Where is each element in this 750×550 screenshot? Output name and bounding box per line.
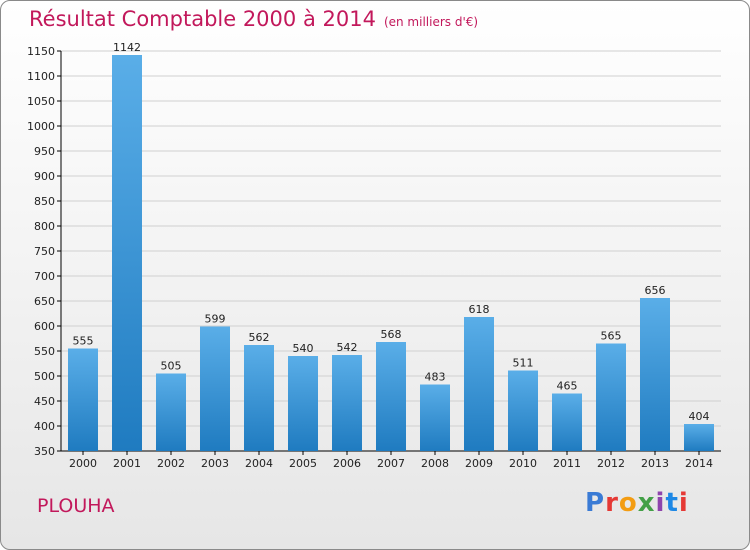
y-tick-label: 700 [34, 270, 55, 283]
bar [112, 55, 142, 451]
bar [508, 370, 538, 451]
bar [376, 342, 406, 451]
x-tick-label: 2006 [333, 457, 361, 470]
y-tick-label: 500 [34, 370, 55, 383]
y-tick-label: 550 [34, 345, 55, 358]
x-tick-label: 2001 [113, 457, 141, 470]
x-tick-label: 2012 [597, 457, 625, 470]
data-label: 505 [161, 360, 182, 373]
data-label: 465 [557, 380, 578, 393]
y-tick-label: 650 [34, 295, 55, 308]
y-tick-label: 850 [34, 195, 55, 208]
bar [640, 298, 670, 451]
data-label: 565 [601, 330, 622, 343]
x-tick-label: 2010 [509, 457, 537, 470]
bar [552, 393, 582, 451]
commune-name: PLOUHA [37, 495, 115, 517]
y-tick-label: 350 [34, 445, 55, 458]
logo-letter: t [665, 488, 679, 518]
bar [684, 424, 714, 451]
x-tick-label: 2005 [289, 457, 317, 470]
bar [596, 343, 626, 451]
y-tick-label: 1000 [27, 120, 55, 133]
y-tick-label: 400 [34, 420, 55, 433]
chart-subtitle: (en milliers d'€) [383, 15, 479, 29]
bar [332, 355, 362, 451]
data-label: 568 [381, 328, 402, 341]
logo-letter: r [605, 488, 619, 518]
proxiti-logo: Proxiti [585, 488, 689, 518]
data-label: 656 [645, 284, 666, 297]
bar [288, 356, 318, 451]
data-label: 562 [249, 331, 270, 344]
y-tick-label: 950 [34, 145, 55, 158]
x-tick-label: 2009 [465, 457, 493, 470]
bar [420, 384, 450, 451]
data-label: 540 [293, 342, 314, 355]
chart-title-block: Résultat Comptable 2000 à 2014 (en millie… [29, 7, 478, 31]
logo-letter: i [678, 488, 689, 518]
data-label: 511 [513, 357, 534, 370]
data-label: 404 [689, 410, 710, 423]
x-tick-label: 2004 [245, 457, 273, 470]
x-tick-label: 2008 [421, 457, 449, 470]
y-tick-label: 1050 [27, 95, 55, 108]
data-label: 555 [73, 335, 94, 348]
y-tick-label: 450 [34, 395, 55, 408]
data-label: 1142 [113, 41, 141, 54]
y-tick-label: 1100 [27, 70, 55, 83]
logo-letter: o [618, 488, 638, 518]
data-label: 599 [205, 313, 226, 326]
data-label: 483 [425, 371, 446, 384]
chart-title: Résultat Comptable 2000 à 2014 [29, 7, 376, 31]
x-tick-label: 2011 [553, 457, 581, 470]
logo-letter: x [637, 488, 656, 518]
bar [244, 345, 274, 451]
bar [68, 348, 98, 451]
logo-letter: i [655, 488, 666, 518]
data-label: 542 [337, 341, 358, 354]
bar [156, 373, 186, 451]
y-tick-label: 600 [34, 320, 55, 333]
bar [200, 326, 230, 451]
y-tick-label: 1150 [27, 45, 55, 58]
y-tick-label: 750 [34, 245, 55, 258]
bar [464, 317, 494, 451]
x-tick-label: 2000 [69, 457, 97, 470]
x-tick-label: 2014 [685, 457, 713, 470]
data-label: 618 [469, 303, 490, 316]
y-tick-label: 900 [34, 170, 55, 183]
x-tick-label: 2003 [201, 457, 229, 470]
x-tick-label: 2013 [641, 457, 669, 470]
y-tick-label: 800 [34, 220, 55, 233]
x-tick-label: 2007 [377, 457, 405, 470]
x-tick-label: 2002 [157, 457, 185, 470]
logo-letter: P [585, 488, 606, 518]
